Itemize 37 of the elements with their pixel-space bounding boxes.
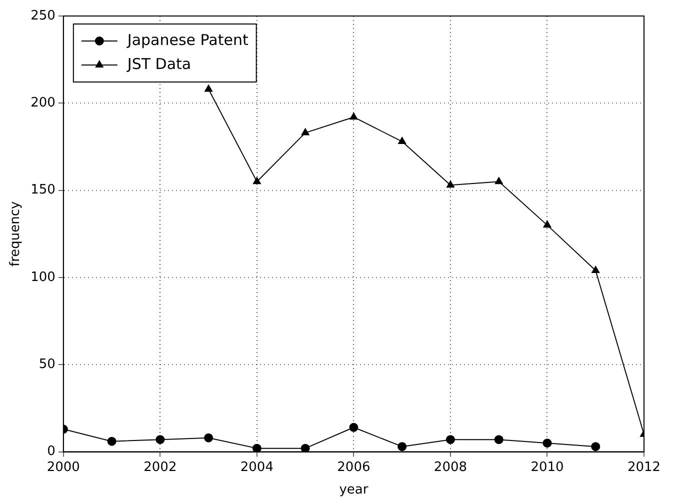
- x-tick-label: 2010: [530, 460, 564, 475]
- point: [398, 137, 406, 144]
- point: [349, 422, 358, 432]
- point: [300, 444, 310, 452]
- point: [107, 436, 116, 446]
- y-tick-label: 0: [47, 444, 56, 460]
- x-tick-label: 2006: [337, 460, 370, 475]
- point: [252, 177, 261, 184]
- legend-label: Japanese Patent: [126, 30, 248, 49]
- point: [543, 220, 552, 228]
- point: [301, 128, 310, 136]
- x-tick-label: 2008: [434, 460, 468, 475]
- point: [398, 442, 407, 452]
- point: [156, 435, 165, 444]
- point: [252, 444, 262, 452]
- y-tick-label: 200: [30, 96, 56, 111]
- y-tick-label: 250: [30, 8, 56, 24]
- point: [204, 433, 214, 442]
- x-tick-label: 2002: [144, 460, 177, 475]
- x-tick-label: 2004: [240, 460, 274, 475]
- y-axis-title: frequency: [8, 200, 24, 266]
- point: [494, 177, 503, 184]
- point: [591, 442, 600, 452]
- legend-label: JST Data: [126, 54, 192, 73]
- y-tick-label: 50: [38, 357, 56, 372]
- point: [446, 180, 454, 188]
- point: [542, 438, 552, 448]
- y-tick-label: 150: [30, 182, 56, 198]
- point: [494, 435, 504, 444]
- y-tick-label: 100: [30, 270, 56, 285]
- x-tick-label: 2000: [46, 460, 80, 475]
- x-axis-title: year: [339, 482, 369, 498]
- x-tick-label: 2012: [627, 460, 661, 475]
- point: [592, 266, 600, 274]
- point: [350, 112, 358, 120]
- point: [204, 84, 213, 92]
- point: [446, 435, 455, 444]
